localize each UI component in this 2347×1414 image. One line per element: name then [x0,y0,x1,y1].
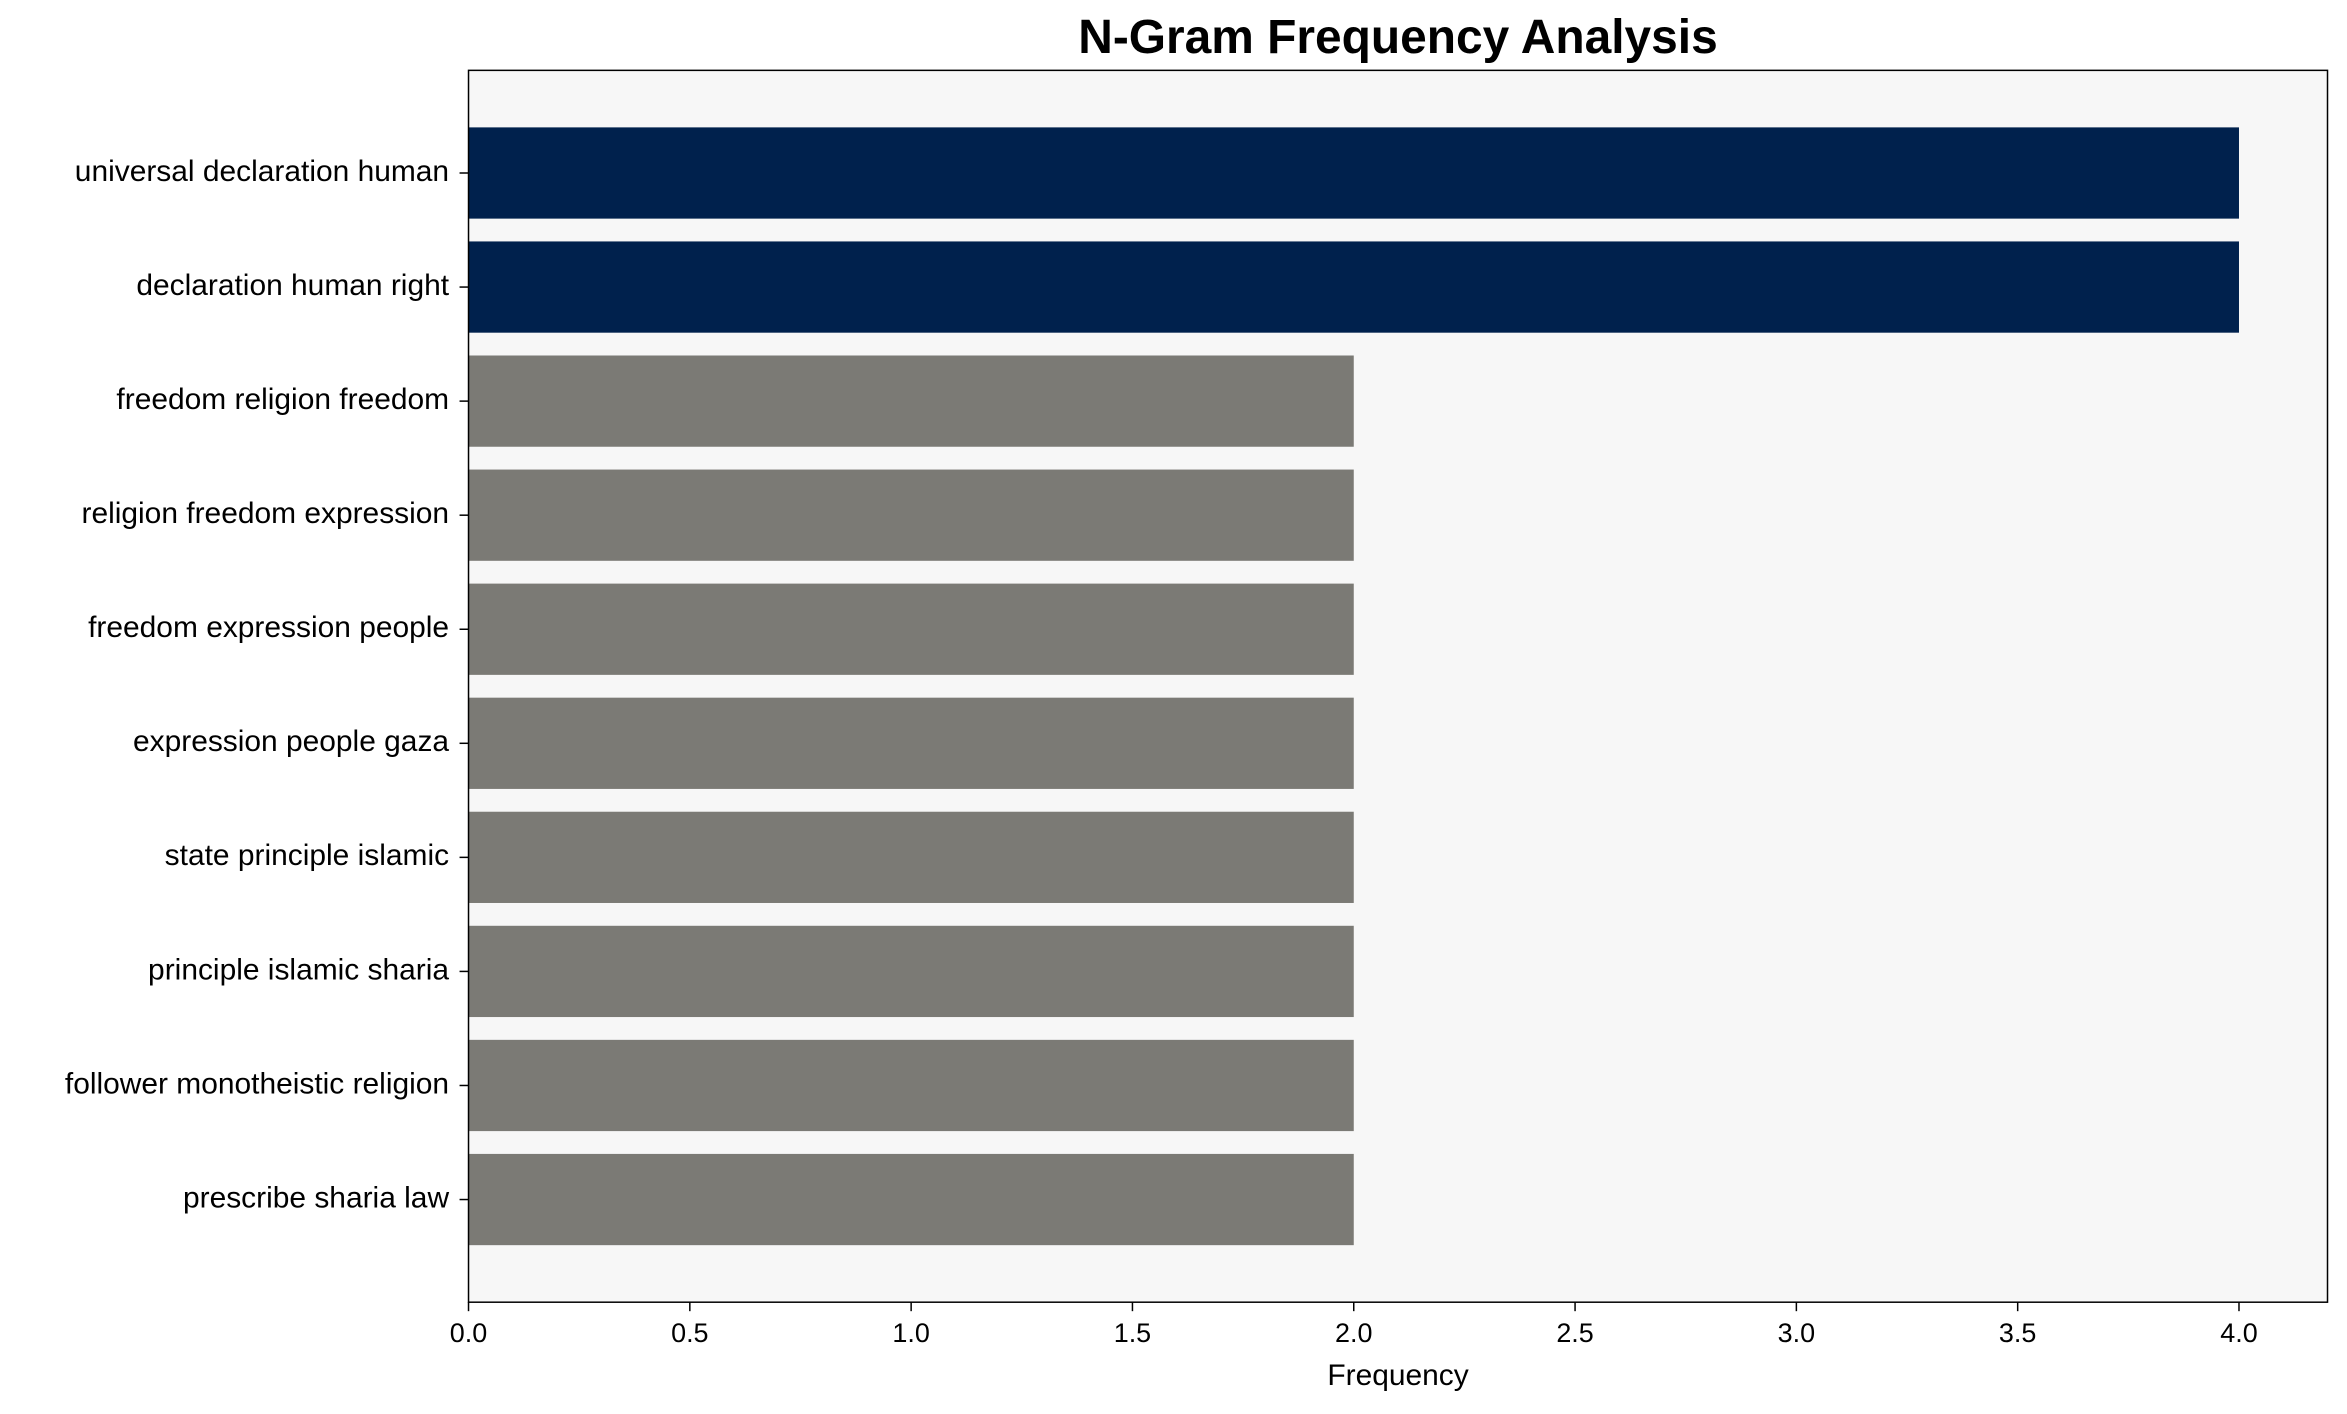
x-tick-label: 4.0 [2220,1318,2257,1348]
x-tick-label: 0.0 [450,1318,487,1348]
bar [468,925,1354,1018]
bar [468,1039,1354,1132]
bar [468,1153,1354,1246]
y-tick-label: follower monotheistic religion [65,1067,449,1100]
bar [468,697,1354,789]
bar [468,583,1354,675]
plot-frame [467,69,2329,1303]
x-tick-label: 0.5 [671,1318,708,1348]
y-tick-label: declaration human right [136,269,449,302]
bar [468,127,2239,219]
y-tick-label: prescribe sharia law [183,1181,449,1214]
y-tick-label: state principle islamic [165,839,449,872]
y-tick-label: expression people gaza [133,725,449,758]
bar [468,355,1354,447]
x-tick-label: 1.0 [892,1318,929,1348]
x-tick-label: 3.0 [1778,1318,1815,1348]
bar [468,811,1354,903]
bar [468,241,2239,333]
y-tick-label: freedom religion freedom [116,383,449,416]
y-tick-label: principle islamic sharia [148,953,449,986]
x-tick-label: 3.5 [1999,1318,2036,1348]
y-tick-label: religion freedom expression [81,497,449,530]
y-tick-label: universal declaration human [75,155,449,188]
x-tick-label: 1.5 [1114,1318,1151,1348]
bar [468,469,1354,561]
x-tick-label: 2.5 [1556,1318,1593,1348]
x-tick-label: 2.0 [1335,1318,1372,1348]
y-tick-label: freedom expression people [88,611,449,644]
x-axis-label: Frequency [1327,1359,1468,1392]
chart-title: N-Gram Frequency Analysis [1078,11,1717,64]
